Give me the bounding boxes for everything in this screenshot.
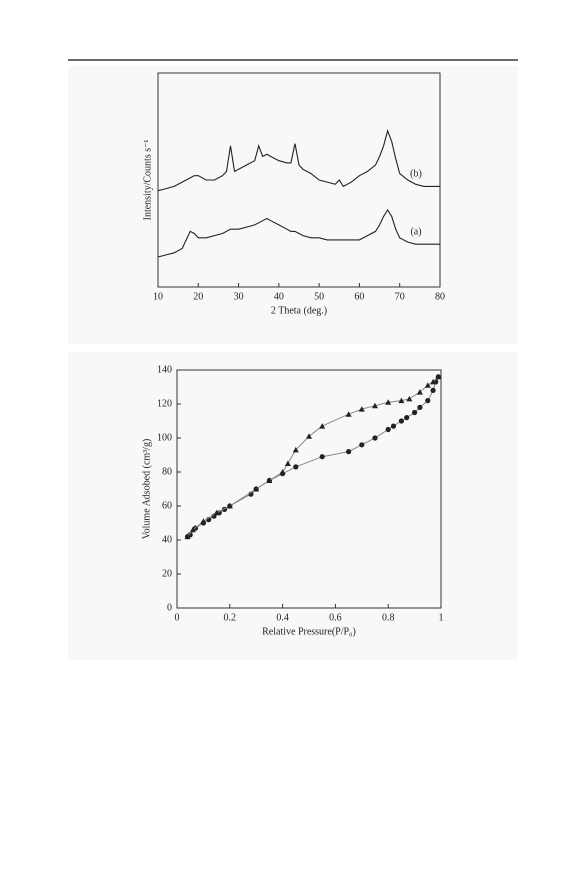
circle-marker bbox=[404, 415, 410, 421]
triangle-marker bbox=[406, 395, 413, 402]
triangle-marker bbox=[292, 446, 299, 453]
y-tick-label: 40 bbox=[162, 534, 172, 545]
circle-marker bbox=[430, 387, 436, 393]
circle-marker bbox=[417, 404, 423, 410]
connect-line bbox=[187, 376, 439, 538]
connect-line bbox=[187, 376, 439, 537]
series-label: (b) bbox=[410, 169, 422, 180]
x-tick-label: 80 bbox=[435, 291, 445, 302]
y-tick-label: 60 bbox=[162, 500, 172, 511]
triangle-marker bbox=[306, 433, 312, 439]
y-tick-label: 100 bbox=[157, 432, 172, 443]
triangle-marker bbox=[284, 460, 291, 466]
triangle-marker bbox=[189, 526, 196, 533]
y-tick-label: 0 bbox=[167, 602, 172, 613]
y-tick-label: 140 bbox=[157, 364, 172, 375]
x-tick-label: 0.8 bbox=[382, 612, 395, 623]
plot-frame bbox=[157, 72, 441, 288]
y-tick-label: 80 bbox=[162, 466, 172, 477]
triangle-marker bbox=[398, 397, 405, 404]
x-axis-label: Relative Pressure(P/P₀) bbox=[262, 626, 356, 637]
figure-panel bbox=[68, 352, 518, 660]
circle-marker bbox=[412, 409, 418, 416]
x-tick-label: 10 bbox=[153, 291, 163, 302]
circle-marker bbox=[390, 423, 397, 429]
triangle-marker bbox=[424, 382, 431, 388]
circle-marker bbox=[398, 418, 404, 424]
x-tick-label: 20 bbox=[193, 291, 203, 302]
x-tick-label: 0 bbox=[175, 612, 180, 623]
circle-marker bbox=[346, 449, 352, 455]
circle-marker bbox=[372, 435, 378, 441]
data-line bbox=[157, 129, 440, 192]
x-tick-label: 0.6 bbox=[329, 612, 342, 623]
triangle-marker bbox=[279, 469, 286, 475]
triangle-marker bbox=[372, 402, 378, 409]
triangle-marker bbox=[435, 373, 442, 380]
triangle-marker bbox=[226, 503, 233, 509]
triangle-marker bbox=[184, 533, 191, 540]
series-label: (a) bbox=[410, 226, 421, 237]
y-axis-label: Volume Adsobed (cm³/g) bbox=[141, 439, 152, 540]
x-tick-label: 0.2 bbox=[224, 612, 237, 623]
x-tick-label: 40 bbox=[274, 291, 284, 302]
x-tick-label: 1 bbox=[439, 612, 444, 623]
triangle-marker bbox=[345, 411, 352, 417]
x-axis-label: 2 Theta (deg.) bbox=[271, 305, 327, 316]
triangle-marker bbox=[253, 486, 260, 492]
figure-panel bbox=[68, 66, 518, 344]
triangle-marker bbox=[213, 509, 220, 516]
x-tick-label: 60 bbox=[354, 291, 364, 302]
circle-marker bbox=[319, 454, 325, 460]
circle-marker bbox=[385, 426, 391, 433]
plot-frame bbox=[176, 369, 442, 609]
x-tick-label: 70 bbox=[395, 291, 405, 302]
triangle-marker bbox=[266, 477, 273, 483]
triangle-marker bbox=[385, 399, 392, 405]
x-tick-label: 30 bbox=[234, 291, 244, 302]
x-tick-label: 0.4 bbox=[276, 612, 289, 623]
y-axis-label: Intensity/Counts s⁻¹ bbox=[142, 140, 153, 221]
circle-marker bbox=[425, 398, 431, 404]
circle-marker bbox=[293, 464, 299, 470]
triangle-marker bbox=[430, 378, 437, 385]
data-line bbox=[157, 208, 440, 258]
triangle-marker bbox=[200, 518, 207, 524]
triangle-marker bbox=[358, 406, 365, 412]
triangle-marker bbox=[416, 389, 423, 395]
x-tick-label: 50 bbox=[314, 291, 324, 302]
triangle-marker bbox=[319, 423, 326, 429]
y-tick-label: 120 bbox=[157, 398, 172, 409]
circle-marker bbox=[359, 442, 365, 448]
y-tick-label: 20 bbox=[162, 568, 172, 579]
